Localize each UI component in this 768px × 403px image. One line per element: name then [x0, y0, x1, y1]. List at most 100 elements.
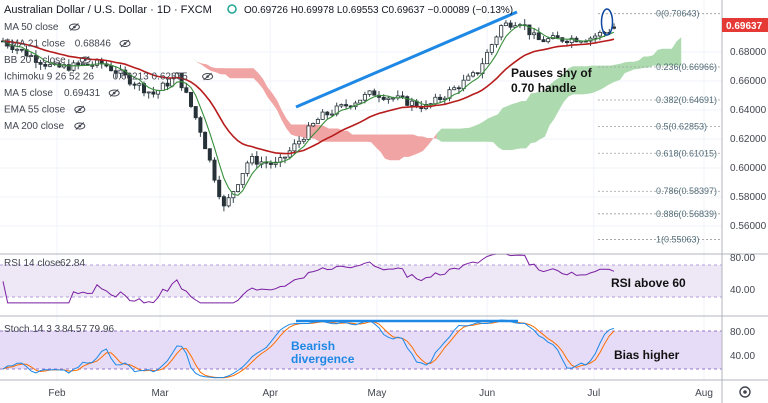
candle-up	[118, 69, 123, 74]
candle-up	[334, 105, 339, 115]
indicator-value: 0.68846	[75, 39, 112, 50]
fib-label: 0.786(0.58397)	[656, 186, 717, 196]
candle-up	[489, 44, 494, 53]
candle-up	[29, 55, 34, 57]
price-circle-marker	[600, 8, 614, 36]
stoch-tick-80: 80.00	[730, 327, 755, 338]
eye-hidden-icon[interactable]	[74, 105, 86, 114]
indicator-legend-item[interactable]: EMA 55 close	[4, 105, 86, 116]
rsi-legend-value: 62.84	[60, 258, 85, 269]
time-axis: Feb Mar Apr May Jun Jul Aug	[48, 388, 713, 399]
indicator-legend-item[interactable]: MA 5 close 0.69431	[4, 88, 120, 99]
candle-up	[301, 138, 306, 142]
candle-down	[19, 48, 24, 51]
rsi-legend-label: RSI 14 close	[4, 258, 61, 269]
price-tick-label: 0.66000	[730, 76, 767, 87]
price-axis: 0.68000 0.66000 0.64000 0.62000 0.60000 0.580…	[730, 47, 767, 232]
candle-up	[245, 162, 250, 174]
candle-up	[452, 87, 457, 91]
candle-up	[146, 91, 151, 94]
candle-down	[268, 162, 273, 165]
candle-down	[109, 65, 114, 72]
candle-up	[282, 156, 287, 159]
indicator-legend-item[interactable]: MA 200 close	[4, 121, 86, 132]
candle-down	[33, 55, 38, 63]
indicator-label: EMA 21 close	[4, 39, 66, 50]
stoch-legend-label: Stoch 14 3 3	[4, 324, 61, 335]
candle-down	[325, 111, 330, 116]
candle-up	[311, 123, 316, 127]
candle-down	[372, 90, 377, 96]
fibonacci-levels: 0(0.70643) 0.236(0.66966) 0.382(0.64691) 0.…	[598, 9, 720, 245]
ma5-line	[2, 24, 615, 196]
stoch-legend-d: 79.96	[89, 324, 114, 335]
candle-down	[165, 82, 170, 87]
kumo-bearish	[197, 61, 437, 161]
candle-down	[438, 96, 443, 100]
grid	[0, 0, 722, 380]
candle-down	[76, 62, 81, 66]
rsi-line	[2, 253, 615, 304]
stoch-legend: Stoch 14 3 3 84.57 79.96	[4, 324, 114, 335]
eye-hidden-icon[interactable]	[108, 89, 120, 97]
indicator-value: 0.66213 0.62335	[113, 72, 189, 83]
candle-down	[456, 87, 461, 90]
indicator-label: MA 5 close	[4, 88, 53, 99]
candle-up	[409, 100, 414, 106]
indicator-legend-item[interactable]: MA 50 close	[4, 22, 80, 33]
indicator-label: MA 200 close	[4, 121, 64, 132]
candle-up	[532, 32, 537, 36]
stoch-legend-k: 84.57	[62, 324, 87, 335]
gear-icon[interactable]	[739, 386, 751, 398]
rsi-tick-80: 80.00	[730, 253, 755, 264]
fib-label: 0.236(0.66966)	[656, 62, 717, 72]
indicator-legend-item[interactable]: Ichimoku 9 26 52 26 0.66213 0.62335	[4, 72, 214, 83]
candle-up	[593, 35, 598, 39]
candle-up	[503, 22, 508, 27]
price-tick-label: 0.62000	[730, 134, 767, 145]
candle-up	[499, 25, 504, 38]
candle-down	[475, 72, 480, 75]
candle-up	[494, 36, 499, 46]
candle-down	[217, 179, 222, 198]
candle-down	[198, 117, 203, 133]
time-tick-label: Feb	[48, 388, 66, 399]
candle-down	[203, 131, 208, 150]
market-status-icon	[227, 4, 237, 14]
candle-up	[226, 197, 231, 207]
eye-hidden-icon[interactable]	[202, 72, 214, 81]
indicator-legend-item[interactable]: EMA 21 close 0.68846	[4, 39, 131, 50]
eye-hidden-icon[interactable]	[74, 122, 86, 130]
chart-header: Australian Dollar / U.S. Dollar · 1D · F…	[4, 4, 513, 16]
candle-up	[71, 62, 76, 71]
annotation-rsi: RSI above 60	[611, 276, 686, 290]
ichimoku-cloud	[70, 37, 682, 161]
stoch-tick-40: 40.00	[730, 351, 755, 362]
stochastic-pane: Bearish divergence Bias higher	[0, 319, 722, 379]
candle-down	[400, 95, 405, 98]
eye-hidden-icon[interactable]	[79, 56, 91, 64]
fib-label: 1(0.55063)	[656, 235, 700, 245]
eye-hidden-icon[interactable]	[68, 23, 80, 31]
rsi-tick-40: 40.00	[730, 285, 755, 296]
candle-down	[405, 96, 410, 106]
annotation-pauses-line1: Pauses shy of	[511, 66, 593, 80]
time-tick-label: Mar	[151, 388, 169, 399]
indicator-label: MA 50 close	[4, 22, 59, 33]
candle-up	[466, 75, 471, 81]
indicator-legend-item[interactable]: BB 20 2 close	[4, 55, 91, 66]
candle-down	[527, 24, 532, 36]
candle-down	[565, 40, 570, 44]
rsi-legend: RSI 14 close 62.84	[4, 258, 85, 269]
candle-up	[339, 104, 344, 107]
candle-down	[541, 39, 546, 43]
candle-down	[212, 159, 217, 181]
main-price-pane: 0(0.70643) 0.236(0.66966) 0.382(0.64691) 0.…	[0, 8, 720, 245]
eye-hidden-icon[interactable]	[119, 39, 131, 48]
candle-up	[442, 97, 447, 100]
rsi-pane: RSI above 60	[0, 253, 722, 304]
time-tick-label: May	[367, 388, 386, 399]
annotation-bias: Bias higher	[614, 348, 680, 362]
candle-down	[344, 104, 349, 107]
